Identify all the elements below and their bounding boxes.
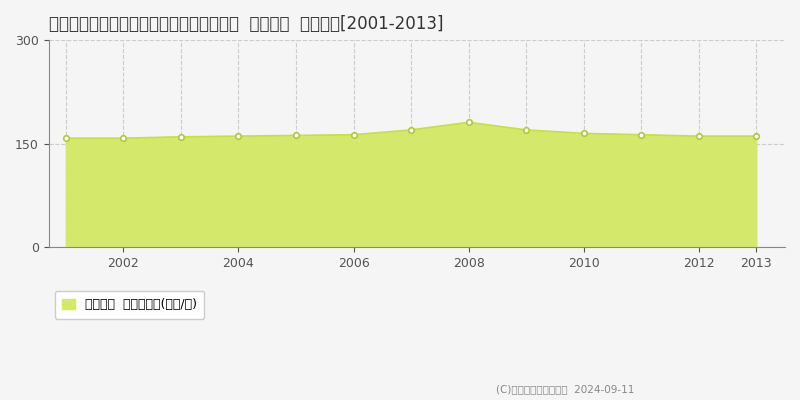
Legend: 地価公示  平均坤単価(万円/坤): 地価公示 平均坤単価(万円/坤)	[55, 291, 204, 319]
Text: 東京都大田区田園調布２丁目２４番２６外  地価公示  地価推移[2001-2013]: 東京都大田区田園調布２丁目２４番２６外 地価公示 地価推移[2001-2013]	[49, 15, 443, 33]
Text: (C)土地価格ドットコム  2024-09-11: (C)土地価格ドットコム 2024-09-11	[496, 384, 634, 394]
